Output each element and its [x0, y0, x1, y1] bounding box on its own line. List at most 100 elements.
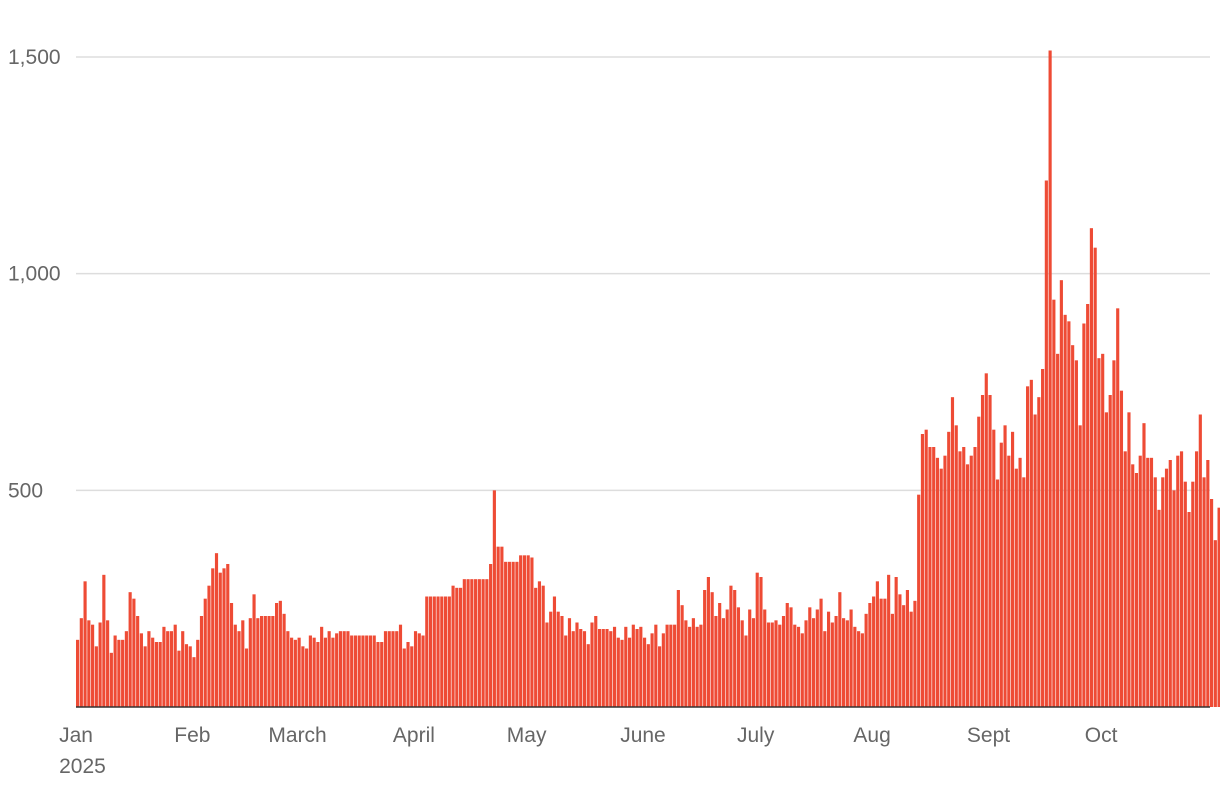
bar-201: [830, 622, 834, 707]
bar-122: [534, 587, 538, 707]
bar-49: [259, 616, 264, 707]
x-tick-label-0: Jan: [59, 724, 93, 747]
bar-226: [924, 429, 928, 707]
bar-162: [684, 620, 688, 707]
bar-132: [571, 631, 575, 707]
bar-191: [793, 624, 797, 707]
bar-163: [688, 626, 692, 707]
bar-275: [1108, 395, 1112, 707]
bar-235: [958, 451, 962, 707]
bar-20: [151, 637, 155, 707]
bar-111: [492, 490, 496, 707]
bar-5: [94, 646, 98, 707]
y-tick-label-1: 1,000: [8, 263, 61, 286]
bar-278: [1119, 390, 1124, 707]
bar-195: [808, 607, 812, 707]
bar-197: [815, 609, 819, 707]
x-tick-label-5: June: [620, 724, 666, 747]
bar-192: [796, 626, 801, 707]
bar-69: [335, 633, 339, 707]
bar-210: [864, 613, 868, 707]
bar-224: [917, 494, 921, 707]
bar-85: [395, 631, 399, 707]
bar-251: [1018, 457, 1022, 707]
bar-56: [286, 631, 290, 707]
bar-180: [751, 618, 756, 707]
bar-290: [1164, 468, 1169, 707]
bar-177: [740, 620, 744, 707]
bar-294: [1179, 451, 1184, 707]
bar-26: [173, 624, 177, 707]
bar-198: [819, 598, 823, 707]
bar-248: [1007, 455, 1011, 707]
bar-76: [361, 635, 365, 707]
bar-245: [995, 479, 1000, 707]
bar-139: [597, 629, 602, 707]
bar-99: [447, 596, 451, 707]
bar-140: [601, 629, 605, 707]
bar-48: [256, 618, 260, 707]
bar-287: [1153, 477, 1157, 707]
bar-153: [650, 633, 654, 707]
bar-89: [410, 646, 414, 707]
bar-24: [166, 631, 170, 707]
bar-188: [781, 616, 786, 707]
bar-96: [436, 596, 440, 707]
bar-292: [1172, 490, 1176, 707]
bar-126: [549, 611, 553, 707]
bar-227: [928, 447, 932, 707]
bar-7: [102, 574, 106, 707]
bar-138: [594, 616, 598, 707]
bar-87: [402, 648, 406, 707]
bar-8: [106, 620, 110, 707]
bar-247: [1003, 425, 1007, 707]
bar-255: [1033, 414, 1037, 707]
bar-33: [199, 616, 204, 707]
bar-234: [954, 425, 958, 707]
bar-271: [1093, 247, 1097, 708]
y-axis-ticks: 500 1,000 1,500: [8, 46, 61, 502]
bar-72: [346, 631, 350, 707]
bar-276: [1112, 360, 1116, 707]
bar-91: [417, 633, 421, 707]
bar-157: [665, 624, 669, 707]
bar-264: [1067, 321, 1071, 707]
bar-228: [932, 447, 936, 707]
bar-50: [263, 616, 267, 707]
bar-225: [920, 434, 925, 707]
bar-11: [117, 639, 121, 707]
bar-221: [905, 590, 909, 707]
bar-154: [654, 624, 658, 707]
bar-113: [500, 546, 504, 707]
bar-31: [192, 657, 196, 707]
x-tick-label-2: March: [268, 724, 326, 747]
bar-208: [857, 631, 861, 707]
bar-183: [763, 609, 767, 707]
bar-61: [305, 648, 309, 707]
bar-146: [624, 626, 628, 707]
bar-134: [579, 629, 583, 707]
bar-36: [211, 568, 215, 707]
bar-254: [1029, 379, 1033, 707]
bar-143: [612, 626, 617, 707]
bar-155: [658, 646, 662, 707]
bar-149: [635, 629, 639, 707]
bar-75: [357, 635, 361, 707]
bar-15: [132, 598, 136, 707]
bar-107: [477, 579, 481, 707]
bar-165: [695, 626, 699, 707]
bar-174: [729, 585, 733, 707]
bar-53: [275, 603, 279, 707]
bar-167: [703, 590, 707, 707]
bar-215: [883, 598, 887, 707]
bar-3: [87, 620, 91, 707]
bar-19: [147, 631, 151, 707]
bar-243: [988, 395, 992, 707]
bar-98: [443, 596, 448, 707]
x-tick-label-1: Feb: [174, 724, 210, 747]
bar-257: [1041, 369, 1045, 707]
bar-164: [691, 618, 695, 707]
bar-212: [872, 596, 876, 707]
bar-263: [1063, 314, 1067, 707]
bar-298: [1194, 451, 1199, 707]
